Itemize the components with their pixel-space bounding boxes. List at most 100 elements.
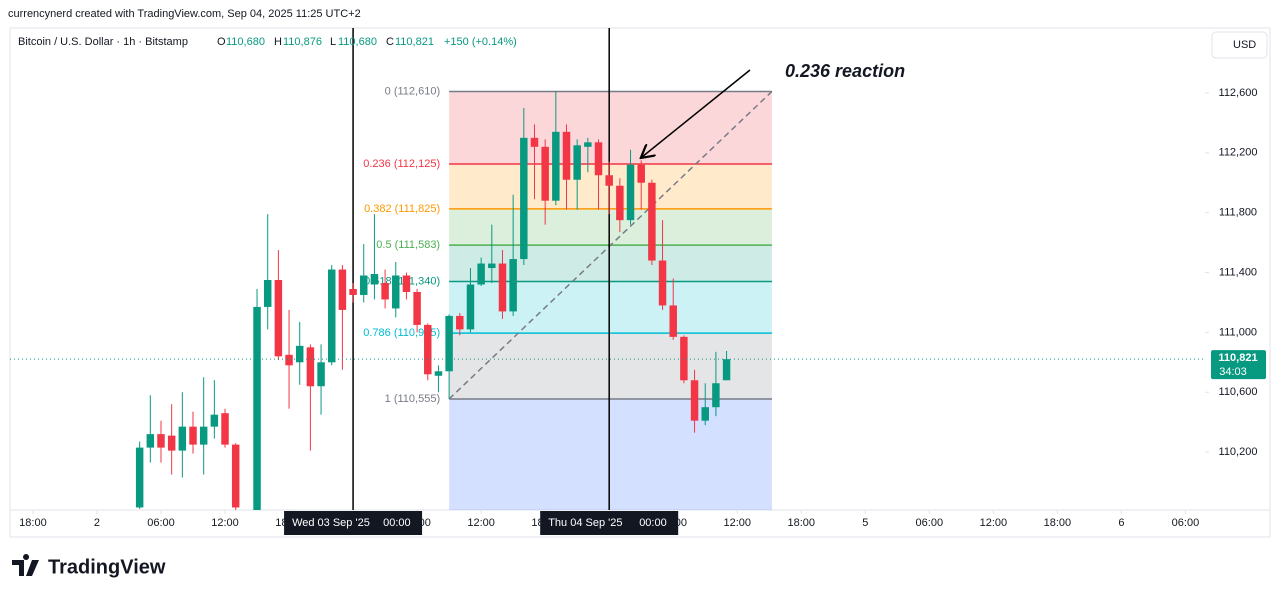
candle-body (253, 306, 261, 510)
annotation: 0.236 reaction (785, 61, 905, 81)
x-tick-label: 18:00 (19, 517, 47, 529)
candle-body (637, 164, 645, 183)
ohlc-label: H (274, 36, 282, 48)
candle-body (626, 164, 635, 221)
fib-zone (449, 281, 772, 334)
candle-body (456, 315, 464, 330)
candle-body (243, 527, 250, 534)
candle-body (317, 362, 325, 387)
x-tick-label: 2 (94, 517, 100, 529)
candle-body (648, 182, 656, 261)
y-tick-label: 110,600 (1219, 386, 1258, 398)
candle-body (263, 279, 272, 307)
candle-body (680, 336, 688, 381)
ohlc-label: O (217, 36, 226, 48)
fib-label: 0.382 (111,825) (364, 203, 440, 215)
ohlc-value: 110,876 (283, 36, 322, 48)
x-tick-label: 06:00 (1172, 517, 1200, 529)
brand: TradingView (48, 556, 166, 578)
candle-body (701, 407, 709, 421)
candle-body (221, 413, 229, 445)
logo (12, 554, 39, 576)
y-tick-label: 112,600 (1219, 87, 1258, 99)
candle-body (231, 444, 240, 508)
candle-body (669, 305, 677, 337)
chart-frame (9, 27, 1271, 538)
candle-body (295, 345, 304, 363)
fib-label: 0.786 (110,995) (363, 327, 440, 339)
candle-body (413, 291, 421, 325)
candle-body (488, 263, 496, 269)
overlay: 110,200 110,600 111,000 111,400 111,800 112,2… (19, 87, 1266, 535)
ohlc-value: 110,680 (226, 36, 265, 48)
y-tick-label: 111,400 (1219, 266, 1257, 278)
candle-body (178, 426, 187, 451)
fib-zone (449, 245, 772, 282)
x-tick-label: 18:00 (788, 517, 816, 529)
candle-body (541, 146, 549, 201)
candle-body (146, 434, 155, 448)
ohlc-value: 110,821 (395, 36, 434, 48)
fib-label: 0 (112,610) (385, 85, 440, 97)
candle-body (509, 259, 517, 312)
fib-label: 1 (110,555) (385, 393, 440, 405)
currency-button[interactable] (1211, 31, 1268, 59)
crosshair-label-box (540, 511, 679, 535)
arrow (642, 69, 751, 157)
candle-body (477, 263, 485, 285)
candle-body (712, 383, 720, 408)
x-tick-label: 06:00 (916, 517, 944, 529)
candle-body (552, 131, 560, 201)
price-label-box (1211, 350, 1266, 380)
crosshair-date: Wed 03 Sep '25 (292, 517, 370, 529)
ohlc-label: L (330, 36, 336, 48)
change: +150 (+0.14%) (444, 36, 517, 48)
x-tick-label: 6 (1118, 517, 1124, 529)
crosshair-date: Thu 04 Sep '25 (548, 517, 622, 529)
candle-body (285, 354, 293, 366)
candle-body (424, 324, 432, 375)
ohlc-label: C (386, 36, 394, 48)
candle-body (360, 275, 368, 295)
candle-body (605, 175, 613, 186)
candle-body (445, 315, 453, 372)
candle-body (328, 269, 336, 363)
fib-zone (449, 164, 772, 209)
x-tick-label: 12:00 (211, 517, 239, 529)
x-tick-label: 12:00 (467, 517, 495, 529)
candle-body (466, 284, 475, 330)
plot: 0 (112,610) 0.236 (112,125) 0.382 (111,825… (10, 28, 1205, 534)
ohlc-value: 110,680 (338, 36, 377, 48)
countdown: 34:03 (1219, 366, 1247, 378)
fib-trend-line (448, 90, 773, 400)
x-tick-label: 12:00 (723, 517, 751, 529)
x-tick-label: 12:00 (980, 517, 1008, 529)
candle-body (157, 434, 165, 448)
candle-body (690, 380, 699, 421)
crosshair-label-box (284, 511, 423, 535)
candle-body (274, 279, 283, 357)
symbol: Bitcoin / U.S. Dollar · 1h · Bitstamp (18, 36, 188, 48)
candle-body (573, 145, 581, 180)
fib-label: 0.5 (111,583) (376, 239, 440, 251)
candle-body (392, 275, 400, 309)
credit: currencynerd created with TradingView.co… (8, 8, 361, 20)
candle-body (349, 288, 357, 295)
candle-body (306, 347, 315, 387)
fib-zone (449, 208, 772, 246)
candle-body (594, 142, 603, 176)
crosshair-time: 00:00 (383, 517, 411, 529)
fib-zone (449, 91, 772, 165)
candle-body (562, 131, 571, 180)
candle-body (370, 274, 379, 285)
x-tick-label: 06:00 (147, 517, 175, 529)
candle-body (402, 275, 411, 292)
y-tick-label: 111,800 (1219, 207, 1257, 219)
fib-zone (449, 398, 772, 510)
price-label: 110,821 (1218, 352, 1257, 364)
x-tick-label: 5 (862, 517, 868, 529)
crosshair-time: 00:00 (639, 517, 667, 529)
fib-label: 0.236 (112,125) (363, 158, 440, 170)
y-tick-label: 112,200 (1219, 147, 1258, 159)
